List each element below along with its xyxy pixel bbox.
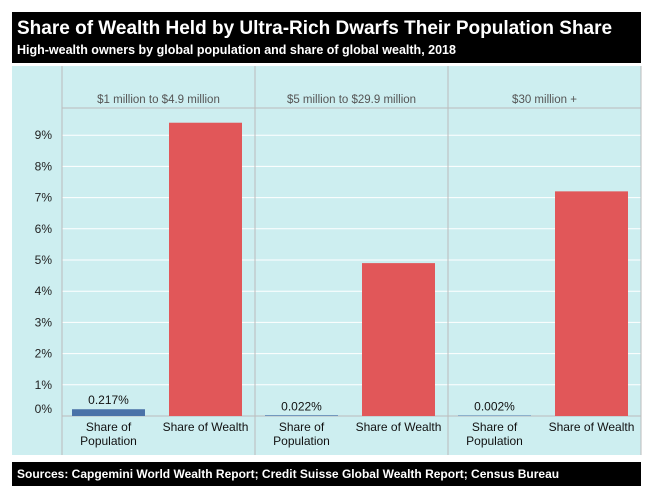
- chart-title: Share of Wealth Held by Ultra-Rich Dwarf…: [17, 18, 613, 39]
- x-tick-label: Share of Wealth: [549, 420, 635, 434]
- y-tick-label: 4%: [35, 284, 53, 298]
- x-tick-label: Population: [80, 434, 137, 448]
- panel-title: $5 million to $29.9 million: [287, 94, 416, 106]
- data-label: 0.022%: [281, 399, 322, 413]
- y-tick-label: 7%: [35, 191, 53, 205]
- y-tick-label: 3%: [35, 315, 53, 329]
- bar-wealth: [362, 263, 435, 416]
- y-tick-label: 9%: [35, 128, 53, 142]
- x-tick-label: Population: [466, 434, 523, 448]
- bar-population: [72, 409, 145, 416]
- x-tick-label: Share of: [279, 420, 325, 434]
- panel-title: $30 million +: [512, 94, 577, 106]
- y-tick-label: 2%: [35, 347, 53, 361]
- y-tick-label: 0%: [35, 402, 53, 416]
- y-tick-label: 6%: [35, 222, 53, 236]
- x-tick-label: Share of: [86, 420, 132, 434]
- x-tick-label: Share of Wealth: [163, 420, 249, 434]
- data-label: 0.002%: [474, 400, 515, 414]
- y-tick-label: 1%: [35, 378, 53, 392]
- bar-population: [265, 415, 338, 416]
- header: Share of Wealth Held by Ultra-Rich Dwarf…: [12, 12, 641, 63]
- footer: Sources: Capgemini World Wealth Report; …: [12, 462, 641, 486]
- x-tick-label: Share of: [472, 420, 518, 434]
- chart-subtitle: High-wealth owners by global population …: [17, 43, 456, 57]
- x-tick-label: Population: [273, 434, 330, 448]
- bar-wealth: [169, 122, 242, 416]
- bar-wealth: [555, 191, 628, 416]
- panel-title: $1 million to $4.9 million: [97, 94, 220, 106]
- y-tick-label: 8%: [35, 159, 53, 173]
- data-label: 0.217%: [88, 393, 129, 407]
- y-tick-label: 5%: [35, 253, 53, 267]
- source-note: Sources: Capgemini World Wealth Report; …: [17, 467, 560, 481]
- bar-population: [458, 415, 531, 416]
- x-tick-label: Share of Wealth: [356, 420, 442, 434]
